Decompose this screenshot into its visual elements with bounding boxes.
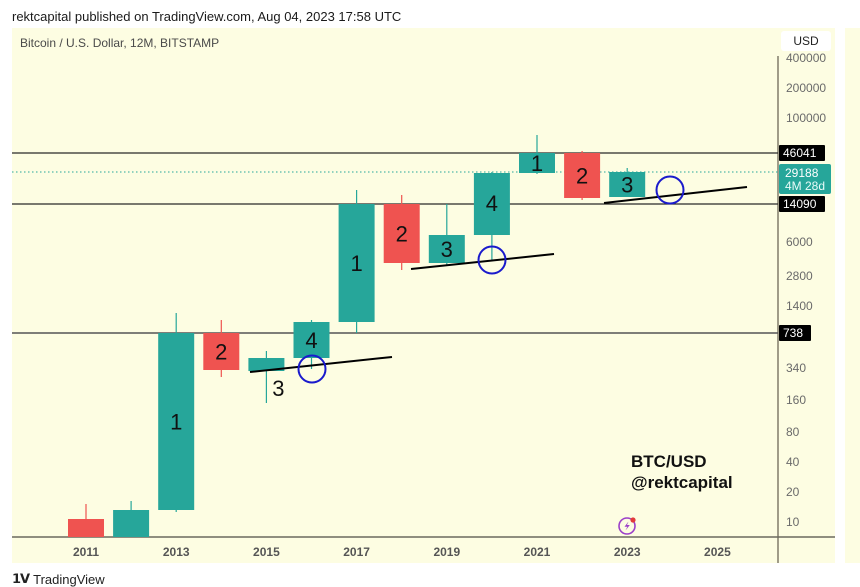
symbol-title: Bitcoin / U.S. Dollar, 12M, BITSTAMP: [20, 36, 220, 50]
watermark-author: @rektcapital: [631, 473, 733, 492]
cycle-annotation: 3: [272, 376, 284, 401]
cycle-annotation: 4: [486, 191, 498, 216]
y-tick-label: 10: [786, 515, 800, 529]
x-tick-label: 2011: [73, 545, 99, 559]
retest-circle-2020: [477, 245, 507, 275]
candle-2014[interactable]: 2: [203, 320, 240, 377]
trendline-2023: [603, 186, 748, 204]
trendline-2015: [249, 356, 393, 373]
retest-circle-2016: [297, 354, 327, 384]
chart-panel[interactable]: [12, 28, 835, 563]
y-tick-label: 160: [786, 393, 806, 407]
candle-2011[interactable]: [68, 504, 104, 537]
cycle-annotation: 2: [576, 164, 588, 189]
cycle-annotation: 3: [441, 237, 453, 262]
y-axis-ticks: 400000 200000 100000 6000 2800 1400 340 160 80 40…: [786, 51, 826, 529]
candle-2016[interactable]: 4: [293, 320, 330, 369]
candle-2018[interactable]: 2: [383, 195, 420, 270]
y-tick-label: 100000: [786, 111, 826, 125]
cycle-annotation: 4: [305, 328, 317, 353]
x-tick-label: 2025: [704, 545, 731, 559]
y-tick-label: 80: [786, 425, 800, 439]
y-tick-label: 20: [786, 485, 800, 499]
tradingview-brand: TradingView: [33, 571, 105, 587]
candle-2023[interactable]: 3: [609, 168, 646, 198]
price-tag-14090: [779, 196, 825, 212]
candle-2012[interactable]: [113, 501, 150, 537]
side-panel-strip: [845, 28, 860, 563]
x-tick-label: 2019: [433, 545, 460, 559]
price-tag-14090-text: 14090: [783, 197, 817, 211]
candle-2022[interactable]: 2: [564, 151, 601, 200]
watermark: BTC/USD @rektcapital: [631, 451, 733, 493]
y-tick-label: 6000: [786, 235, 813, 249]
cycle-annotation: 2: [396, 222, 408, 247]
x-tick-label: 2023: [614, 545, 641, 559]
trendline-2019: [410, 253, 555, 270]
y-tick-label: 340: [786, 361, 806, 375]
y-tick-label: 1400: [786, 299, 813, 313]
cycle-annotation: 1: [170, 410, 182, 435]
candle-2013[interactable]: 1: [158, 313, 195, 512]
candle-2020[interactable]: 4: [473, 172, 510, 260]
retest-circle-2024: [655, 175, 685, 205]
x-tick-label: 2015: [253, 545, 280, 559]
y-tick-label: 400000: [786, 51, 826, 65]
cycle-annotation: 1: [531, 151, 543, 176]
current-price-text: 29188: [785, 166, 819, 180]
price-tag-738-text: 738: [783, 326, 803, 340]
x-tick-label: 2017: [343, 545, 370, 559]
lightning-icon: [618, 517, 636, 535]
y-tick-label: 40: [786, 455, 800, 469]
x-tick-label: 2021: [524, 545, 551, 559]
cycle-annotation: 2: [215, 340, 227, 365]
candle-2015[interactable]: 3: [248, 351, 285, 403]
candle-countdown-text: 4M 28d: [785, 179, 825, 193]
price-tag-46041: [779, 145, 825, 161]
candle-2021[interactable]: 1: [519, 135, 555, 176]
watermark-pair: BTC/USD: [631, 452, 707, 471]
price-tag-738: [779, 325, 811, 341]
tradingview-logo-icon: 𝟭𝗩: [12, 571, 30, 586]
candle-2019[interactable]: 3: [428, 204, 465, 265]
x-axis-ticks: 2011 2013 2015 2017 2019 2021 2023 2025: [73, 545, 731, 559]
candle-2017[interactable]: 1: [338, 190, 375, 333]
published-caption: rektcapital published on TradingView.com…: [12, 9, 402, 24]
cycle-annotation: 3: [621, 173, 633, 198]
currency-button[interactable]: USD: [781, 31, 831, 51]
x-tick-label: 2013: [163, 545, 190, 559]
cycle-annotation: 1: [350, 251, 362, 276]
y-tick-label: 2800: [786, 269, 813, 283]
y-tick-label: 200000: [786, 81, 826, 95]
price-tag-46041-text: 46041: [783, 146, 817, 160]
current-price-tag: [779, 164, 831, 194]
tradingview-footer[interactable]: 𝟭𝗩 TradingView: [12, 571, 105, 587]
